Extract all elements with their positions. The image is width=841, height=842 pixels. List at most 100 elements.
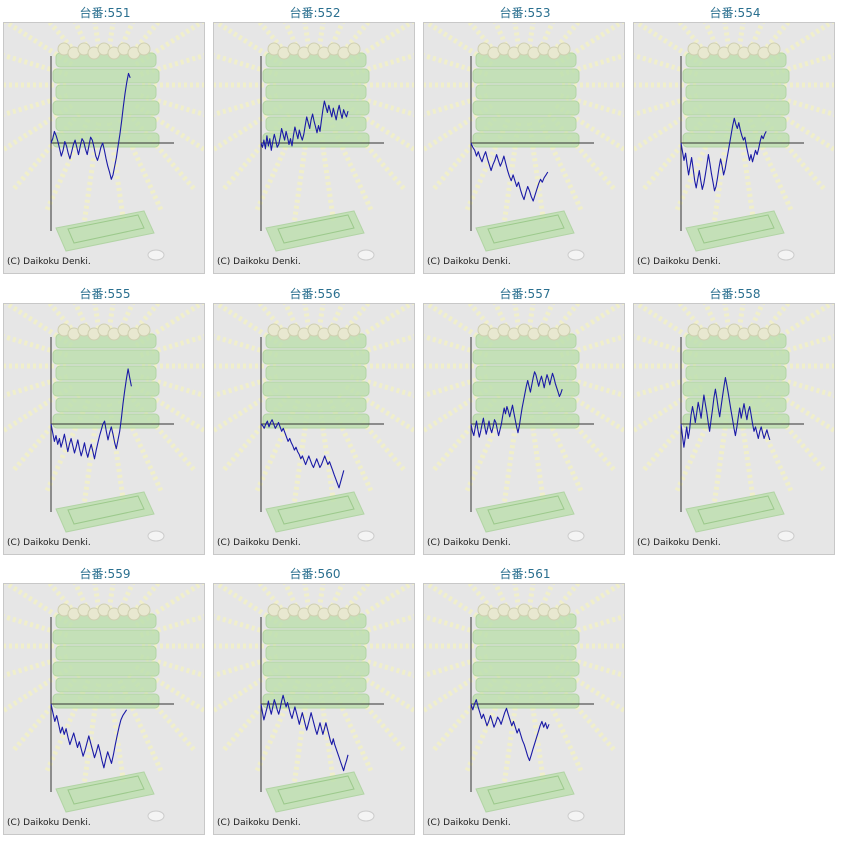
decor-tray-inner [697,495,775,525]
chart-panel: 台番:558 (C) Daikoku Denki. [630,281,840,561]
chart-title[interactable]: 台番:554 [709,6,761,20]
chart-title[interactable]: 台番:557 [499,287,551,301]
series-line [50,368,132,460]
chart-title[interactable]: 台番:558 [709,287,761,301]
decor-ray [756,112,828,193]
decor-ray [126,112,198,193]
chart-panel: 台番:552 (C) Daikoku Denki. [210,0,420,280]
decor-tray-inner [67,775,145,805]
chart-title[interactable]: 台番:555 [79,287,131,301]
decor-coin [147,810,165,822]
decor-ray [139,614,204,638]
decor-ray [424,614,489,638]
chart-panel: 台番:560 (C) Daikoku Denki. [210,561,420,841]
decor-tray [55,397,157,413]
chart-svg [214,584,414,822]
decor-tray-inner [277,775,355,805]
decor-figure [557,603,571,617]
decor-tray [685,84,787,100]
decor-ray [756,393,828,474]
decor-ray [424,384,494,434]
decor-ray [673,118,721,214]
decor-ray [336,112,408,193]
decor-ray [463,118,511,214]
decor-ray [220,393,292,474]
copyright-label: (C) Daikoku Denki. [7,538,91,548]
decor-ray [10,393,82,474]
chart-title[interactable]: 台番:556 [289,287,341,301]
decor-coin [147,530,165,542]
decor-tray [52,132,160,148]
copyright-label: (C) Daikoku Denki. [637,257,721,267]
chart-title[interactable]: 台番:559 [79,567,131,581]
chart-title[interactable]: 台番:552 [289,6,341,20]
decor-coin [777,249,795,261]
decor-ray [430,393,502,474]
decor-ray [253,399,301,495]
chart-panel: 台番:556 (C) Daikoku Denki. [210,281,420,561]
decor-tray [475,116,577,132]
decor-tray [265,84,367,100]
chart-title[interactable]: 台番:553 [499,6,551,20]
decor-ray [4,23,74,67]
series-line [50,72,131,180]
copyright-label: (C) Daikoku Denki. [637,538,721,548]
decor-ray [4,664,74,714]
decor-tray [55,677,157,693]
decor-tray [475,677,577,693]
decor-ray [546,393,618,474]
decor-figure [767,42,781,56]
decor-coin [357,810,375,822]
decor-tray-bottom [685,491,785,533]
chart-panel: 台番:553 (C) Daikoku Denki. [420,0,630,280]
decor-tray [262,661,370,677]
decor-ray [214,103,284,153]
decor-ray [214,304,284,348]
decor-ray [349,53,414,77]
chart-svg [634,304,834,542]
series-line [680,377,771,448]
decor-ray [220,673,292,754]
decor-ray [327,399,375,495]
chart-panel: 台番:561 (C) Daikoku Denki. [420,561,630,841]
decor-ray [526,122,547,224]
copyright-label: (C) Daikoku Denki. [427,538,511,548]
decor-tray [685,365,787,381]
decor-tray [472,349,580,365]
decor-tray [472,693,580,709]
decor-tray-inner [487,495,565,525]
chart-title[interactable]: 台番:561 [499,567,551,581]
decor-tray [265,645,367,661]
decor-ray [43,118,91,214]
decor-tray [265,397,367,413]
decor-figure [137,323,151,337]
decor-tray [682,132,790,148]
decor-figure [347,323,361,337]
decor-coin [567,530,585,542]
chart-svg [424,23,624,261]
chart-frame: (C) Daikoku Denki. [213,583,415,835]
decor-tray [52,693,160,709]
chart-panel: 台番:554 (C) Daikoku Denki. [630,0,840,280]
chart-frame: (C) Daikoku Denki. [423,22,625,274]
decor-tray [472,661,580,677]
chart-svg [4,304,204,542]
decor-tray [52,100,160,116]
decor-tray [52,381,160,397]
chart-title[interactable]: 台番:560 [289,567,341,581]
decor-tray [472,132,580,148]
decor-tray [472,68,580,84]
decor-ray [214,334,279,358]
decor-ray [139,93,204,117]
decor-coin [357,530,375,542]
decor-ray [81,122,102,224]
decor-ray [214,23,284,67]
decor-ray [424,664,494,714]
decor-ray [4,53,69,77]
decor-ray [430,673,502,754]
decor-tray [682,381,790,397]
chart-title[interactable]: 台番:551 [79,6,131,20]
chart-svg [214,23,414,261]
decor-tray-inner [277,495,355,525]
decor-ray [424,584,494,628]
